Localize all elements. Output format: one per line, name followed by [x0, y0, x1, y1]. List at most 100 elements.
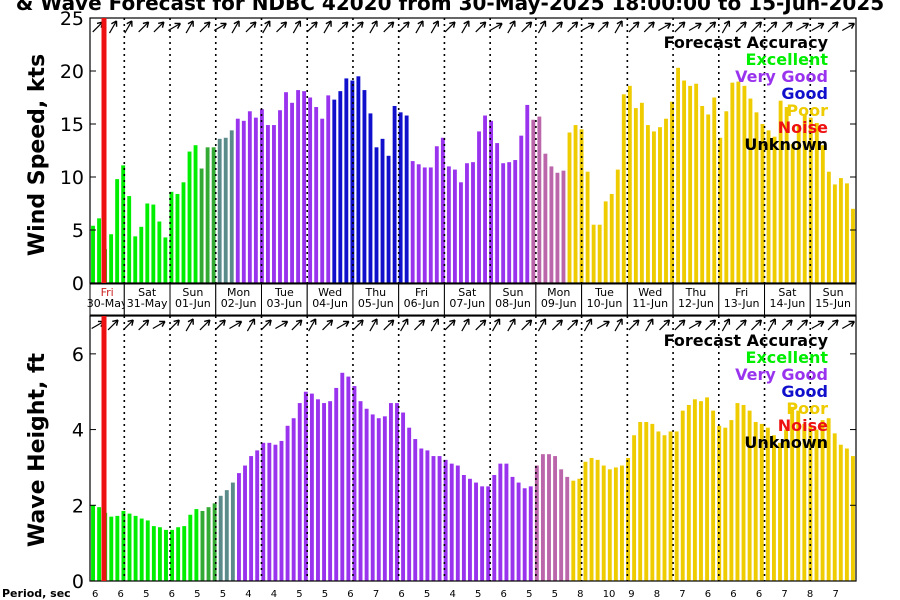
wind-arrow-icon: [167, 22, 181, 32]
wave-arrow-icon: [628, 319, 640, 331]
wind-arrow-icon: [352, 21, 364, 33]
wave-bar: [753, 422, 758, 581]
wave-bar: [759, 423, 764, 581]
wind-bar: [766, 130, 771, 283]
period-value: 6: [705, 589, 711, 600]
wave-arrow-icon: [400, 318, 409, 332]
day-box: [215, 283, 262, 316]
wave-arrow-icon: [214, 319, 226, 331]
wave-bar: [297, 403, 302, 581]
wind-bar: [615, 169, 620, 283]
wave-yticks: 0 2 4 6: [72, 344, 856, 593]
wind-bar: [495, 143, 500, 283]
day-date-label: 31-May: [127, 297, 168, 310]
wind-day-dividers: [123, 18, 812, 283]
wave-bar: [261, 442, 266, 581]
wind-bar: [187, 151, 192, 283]
day-box: [123, 283, 171, 316]
wave-bar: [419, 448, 424, 581]
wave-arrow-icon: [767, 318, 776, 332]
wind-arrow-icon: [781, 21, 793, 33]
wind-arrow-icon: [643, 21, 655, 33]
wave-bar: [401, 412, 406, 581]
period-value: 6: [347, 589, 353, 600]
wind-arrow-icon: [337, 21, 349, 33]
wave-bar: [723, 427, 728, 581]
wave-bar: [838, 444, 843, 581]
wind-bar: [338, 91, 343, 283]
wind-bar: [537, 116, 542, 283]
wave-arrow-icon: [674, 319, 686, 331]
wind-bar: [428, 167, 433, 283]
wind-bar: [284, 92, 288, 283]
wave-bar: [468, 478, 472, 581]
wind-bar: [851, 208, 855, 283]
day-date-label: 15-Jun: [815, 297, 851, 310]
wind-arrow-icon: [827, 21, 839, 33]
wind-bar: [645, 125, 650, 283]
wave-bar: [595, 459, 600, 581]
wind-bar: [573, 125, 578, 283]
wave-arrow-icon: [185, 318, 194, 332]
wave-bar: [431, 456, 436, 581]
period-value: 4: [450, 589, 456, 600]
wind-arrow-icon: [537, 20, 547, 34]
day-date-label: 03-Jun: [266, 297, 302, 310]
wind-bar: [223, 137, 228, 283]
wind-bar: [561, 170, 566, 283]
wave-bar: [370, 414, 375, 581]
day-box: [718, 283, 766, 316]
period-value: 10: [603, 589, 616, 600]
wind-bar: [169, 191, 174, 283]
wind-bar: [832, 184, 837, 283]
wave-bar: [255, 450, 260, 581]
wave-bar: [340, 372, 345, 581]
wave-arrow-icon: [122, 319, 134, 331]
wave-arrow-icon: [369, 318, 378, 332]
wind-bar: [259, 109, 264, 283]
wind-arrow-icon: [398, 21, 410, 33]
wind-ytick-label: 10: [60, 167, 84, 189]
wind-ytick-label: 0: [72, 273, 84, 295]
wind-bar: [410, 161, 415, 283]
wave-legend-item: Unknown: [744, 433, 828, 452]
period-value: 7: [373, 589, 379, 600]
wave-bar: [455, 465, 460, 581]
wave-arrow-icon: [751, 319, 763, 331]
day-date-label: 07-Jun: [449, 297, 485, 310]
period-values: 6 6 5 6 5 5 4 4 5 5 6 7 6 5 4 5 6 5 5 8 10 9 8 7 6 6 6 7 8 7: [92, 589, 839, 600]
wave-arrow-icon: [841, 320, 855, 330]
wind-bar: [603, 201, 608, 283]
wave-bar: [844, 448, 849, 581]
wave-bar: [802, 423, 807, 581]
wind-bar: [802, 114, 807, 284]
wind-bar: [591, 224, 596, 283]
wave-bar: [328, 401, 333, 581]
wave-arrow-icon: [461, 318, 470, 332]
wave-bar: [425, 450, 430, 581]
wave-bar: [200, 510, 205, 581]
day-box: [352, 283, 400, 316]
wind-bar: [760, 124, 765, 283]
wave-bar: [474, 482, 478, 581]
wind-arrow-icon: [415, 20, 424, 34]
day-date-label: 05-Jun: [358, 297, 394, 310]
wind-bar: [820, 145, 825, 283]
wave-bar: [632, 435, 637, 581]
wave-bar: [790, 406, 795, 581]
wave-bar: [522, 488, 527, 581]
wave-bar: [303, 391, 308, 581]
wave-bar: [316, 399, 320, 581]
day-date-label: 14-Jun: [770, 297, 806, 310]
wind-bar: [567, 132, 572, 283]
day-name-label: Mon: [227, 286, 250, 299]
wind-bar: [121, 165, 126, 283]
wave-ytick-label: 4: [72, 420, 84, 442]
wave-frame: [89, 315, 857, 582]
wave-bar: [151, 526, 156, 581]
wind-bar: [211, 147, 216, 283]
wave-legend-item: Excellent: [746, 348, 829, 367]
period-value: 4: [271, 589, 277, 600]
